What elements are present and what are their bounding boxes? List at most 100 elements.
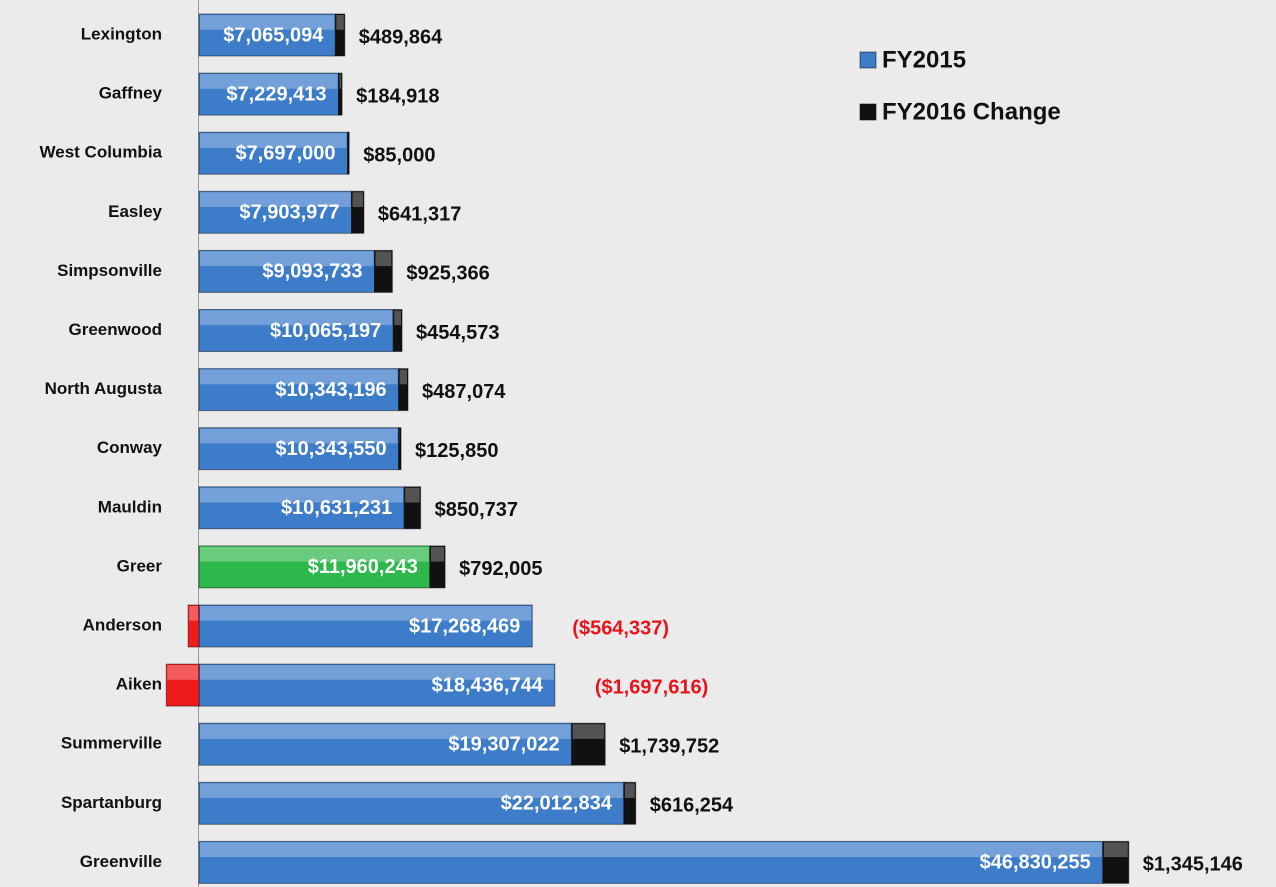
bar-sheen [200,842,1102,858]
bar-sheen [200,192,351,207]
category-label: North Augusta [45,379,163,398]
bar [198,368,400,412]
bar [403,486,422,530]
bar-sheen [375,251,392,267]
bar [351,190,365,234]
bar-sheen [352,192,363,207]
bar-value-label: $7,903,977 [239,202,339,224]
legend-label: FY2016 Change [882,98,1061,125]
bar [198,486,405,530]
bar [198,427,400,471]
bar-value-label: $9,093,733 [262,261,362,283]
bar-sheen [200,133,347,148]
bar [571,722,606,766]
bar-sheen [200,606,532,621]
bar-sheen [394,310,402,326]
legend-label: FY2015 [882,46,966,73]
bar [165,663,200,707]
bar-value-label: $7,065,094 [223,24,324,46]
category-label: Anderson [83,615,162,634]
bar-sheen [189,606,198,621]
bar-sheen [624,783,635,798]
bar [198,604,533,648]
bar [198,722,573,766]
bar-value-label: $22,012,834 [501,793,613,815]
bar [338,72,343,116]
bar [1102,840,1130,884]
bar-sheen [200,369,398,385]
bar [187,604,200,648]
category-label: Aiken [116,675,162,694]
change-value-label: ($1,697,616) [595,676,708,698]
bar-sheen [572,724,605,739]
category-label: Conway [97,438,163,457]
category-label: Gaffney [99,84,163,103]
bar-value-label: $10,631,231 [281,497,392,519]
bar-value-label: $19,307,022 [448,733,559,755]
bar [198,781,625,825]
change-value-label: $616,254 [650,795,734,817]
bar-sheen [399,369,408,385]
bar-value-label: $11,960,243 [308,556,418,578]
legend-swatch [859,51,877,69]
bar-sheen [200,783,623,798]
category-label: Simpsonville [57,261,162,280]
bar [398,427,402,471]
change-value-label: $454,573 [416,322,499,344]
bar-value-label: $10,343,550 [275,438,386,460]
bar [398,368,409,412]
change-value-label: $792,005 [459,558,542,580]
bar-value-label: $17,268,469 [409,615,520,637]
bar-sheen [1103,842,1128,858]
bar-sheen [200,546,429,562]
bar-sheen [200,74,338,89]
bar-sheen [200,487,404,503]
bar-sheen [200,15,335,30]
bar [198,309,394,352]
bar [198,72,340,116]
bar-value-label: $18,436,744 [432,674,544,696]
change-value-label: $184,918 [356,85,439,107]
bar-value-label: $7,697,000 [235,142,335,164]
bar-value-label: $46,830,255 [980,852,1091,874]
bar-sheen [200,310,393,326]
bar [198,131,349,175]
change-value-label: ($564,337) [572,617,669,639]
bar-value-label: $10,065,197 [270,320,381,342]
bar-sheen [200,665,554,680]
bar-sheen [336,15,344,30]
bar [347,131,350,175]
bar [334,13,346,57]
change-value-label: $1,345,146 [1143,854,1243,876]
legend-swatch [859,103,877,121]
bar-value-label: $7,229,413 [226,83,326,105]
change-value-label: $641,317 [378,204,461,226]
category-label: Mauldin [98,497,162,516]
change-value-label: $925,366 [406,263,489,285]
change-value-label: $85,000 [363,144,435,166]
category-label: Greenwood [68,320,162,339]
category-label: Easley [108,202,162,221]
category-label: Spartanburg [61,793,162,812]
bar-sheen [167,665,198,680]
category-label: Summerville [61,734,162,753]
bar-sheen [200,428,398,444]
bar-sheen [430,546,445,562]
bar [623,781,637,825]
category-label: Lexington [81,24,162,43]
bar-sheen [405,487,420,503]
category-label: West Columbia [40,143,163,162]
bar-value-label: $10,343,196 [275,379,386,401]
bar [198,663,556,707]
category-label: Greenville [80,852,162,871]
bar [392,309,403,352]
change-value-label: $1,739,752 [619,735,719,757]
change-value-label: $489,864 [359,26,443,48]
bar-sheen [200,724,571,739]
bar [198,840,1104,884]
bar [198,545,431,589]
bar-sheen [200,251,374,267]
bar [198,190,353,234]
category-label: Greer [117,556,163,575]
